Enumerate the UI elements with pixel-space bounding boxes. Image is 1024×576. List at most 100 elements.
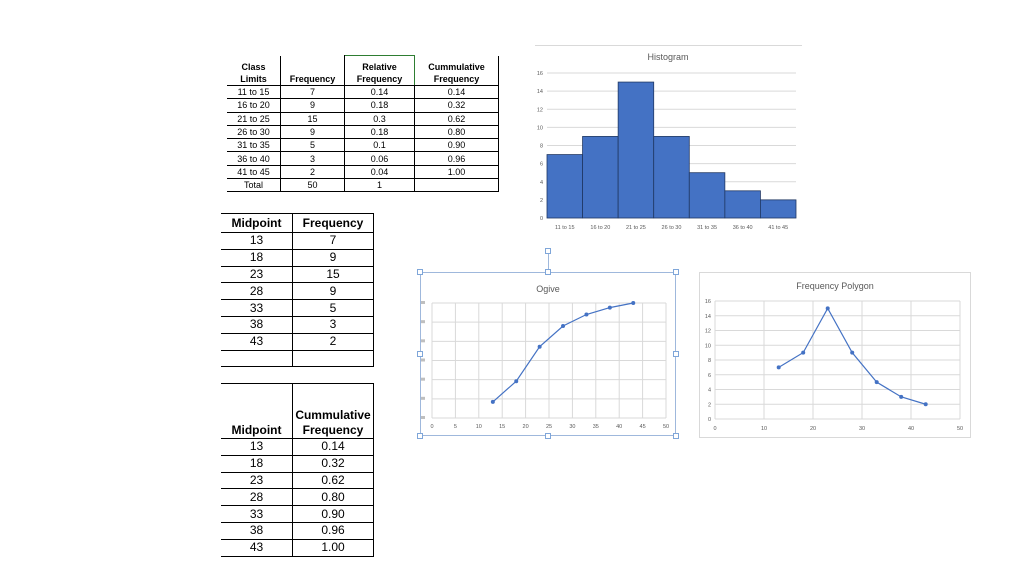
header-class-limits: Class Limits <box>227 55 281 86</box>
table-cell: 7 <box>292 232 374 250</box>
table-cell: 21 to 25 <box>227 111 281 126</box>
table-cell: 31 to 35 <box>227 138 281 153</box>
table-cell: Total <box>227 178 281 193</box>
table-cell: 13 <box>221 232 293 250</box>
table-cell: 0.14 <box>414 84 499 100</box>
y-tick-label-cropped <box>421 396 425 400</box>
table-row: 38 3 <box>221 315 374 334</box>
table-cell: 5 <box>280 138 345 153</box>
table-header-row: Midpoint Cummulative Frequency <box>221 383 374 439</box>
frequency-distribution-table: Class Limits Frequency Relative Frequenc… <box>227 55 499 193</box>
header-relative-frequency[interactable]: Relative Frequency <box>344 55 415 86</box>
table-cell: 26 to 30 <box>227 124 281 140</box>
table-cell: 0.06 <box>344 151 415 166</box>
y-tick-label: 14 <box>537 89 543 95</box>
y-tick-label: 8 <box>708 358 711 364</box>
polygon-point <box>825 306 830 311</box>
table-cell: 41 to 45 <box>227 164 281 180</box>
x-tick-label: 20 <box>810 426 816 432</box>
y-tick-label: 12 <box>705 329 711 335</box>
table-cell: 3 <box>280 151 345 166</box>
polygon-point <box>899 394 904 399</box>
x-tick-label: 21 to 25 <box>626 225 646 231</box>
x-tick-label: 30 <box>859 426 865 432</box>
header-frequency: Frequency <box>292 213 374 233</box>
resize-handle[interactable] <box>417 351 423 357</box>
histogram-bar <box>617 81 655 219</box>
table-row: 38 0.96 <box>221 521 374 540</box>
x-tick-label: 41 to 45 <box>768 225 788 231</box>
table-cell: 9 <box>292 282 374 301</box>
y-tick-label: 14 <box>705 314 711 320</box>
table-cell: 0.96 <box>414 151 499 166</box>
header-midpoint: Midpoint <box>221 213 293 233</box>
table-cell: 0.3 <box>344 111 415 126</box>
table-cell: 0.04 <box>344 164 415 180</box>
ogive-series <box>490 301 636 404</box>
table-cell: 1 <box>344 178 415 193</box>
ogive-point <box>490 399 495 404</box>
table-cell: 3 <box>292 315 374 334</box>
table-row <box>221 349 374 368</box>
histogram-title: Histogram <box>647 52 688 62</box>
polygon-point <box>776 365 781 370</box>
table-cell: 36 to 40 <box>227 151 281 166</box>
rotate-handle[interactable] <box>545 248 551 254</box>
table-row: 43 2 <box>221 332 374 351</box>
histogram-bars <box>546 81 797 219</box>
table-cell: 5 <box>292 299 374 317</box>
table-cell <box>292 349 374 368</box>
resize-handle[interactable] <box>545 269 551 275</box>
table-cell: 33 <box>221 505 293 523</box>
polygon-x-axis: 0 10 20 30 40 50 <box>713 426 963 432</box>
table-row: 31 to 35 5 0.1 0.90 <box>227 138 499 153</box>
resize-handle[interactable] <box>545 433 551 439</box>
x-tick-label: 10 <box>476 424 482 430</box>
x-tick-label: 50 <box>663 424 669 430</box>
table-row: 33 5 <box>221 299 374 317</box>
histogram-y-axis: 0 2 4 6 8 10 12 14 16 <box>537 71 543 222</box>
table-row: 13 0.14 <box>221 438 374 456</box>
table-row: 26 to 30 9 0.18 0.80 <box>227 124 499 140</box>
table-cell: 13 <box>221 438 293 456</box>
table-cell: 23 <box>221 265 293 284</box>
table-cell: 7 <box>280 84 345 100</box>
table-header-row: Class Limits Frequency Relative Frequenc… <box>227 55 499 86</box>
table-cell: 0.14 <box>344 84 415 100</box>
table-cell: 18 <box>221 248 293 267</box>
ogive-point <box>537 344 542 349</box>
resize-handle[interactable] <box>417 269 423 275</box>
y-tick-label-cropped <box>421 339 425 343</box>
y-tick-label: 0 <box>708 417 711 423</box>
ogive-point <box>584 312 589 317</box>
polygon-point <box>850 350 855 355</box>
polygon-y-axis: 0 2 4 6 8 10 12 14 16 <box>705 299 711 423</box>
table-row: 21 to 25 15 0.3 0.62 <box>227 111 499 126</box>
table-cell: 1.00 <box>292 538 374 557</box>
chart-border <box>699 272 971 438</box>
resize-handle[interactable] <box>673 351 679 357</box>
x-tick-label: 30 <box>569 424 575 430</box>
table-cell: 0.32 <box>414 98 499 113</box>
resize-handle[interactable] <box>673 269 679 275</box>
polygon-series <box>776 306 928 407</box>
table-cell: 0.62 <box>292 471 374 490</box>
table-cell: 0.80 <box>414 124 499 140</box>
frequency-polygon-chart[interactable]: Frequency Polygon 0 2 4 6 8 10 12 14 16 0 10 20 30 4… <box>699 272 971 438</box>
polygon-point <box>923 402 928 407</box>
table-cell: 0.80 <box>292 488 374 507</box>
table-cell: 38 <box>221 521 293 540</box>
ogive-x-axis: 0 5 10 15 20 25 30 35 40 45 50 <box>430 424 669 430</box>
histogram-chart[interactable]: Histogram 0 2 4 6 8 10 12 14 16 11 to 15 16 to 20… <box>535 45 802 237</box>
resize-handle[interactable] <box>417 433 423 439</box>
histogram-bar <box>582 136 619 219</box>
table-cell: 11 to 15 <box>227 84 281 100</box>
table-cell: 28 <box>221 282 293 301</box>
x-tick-label: 0 <box>713 426 716 432</box>
y-tick-label: 4 <box>708 388 711 394</box>
histogram-bar <box>760 199 797 219</box>
x-tick-label: 25 <box>546 424 552 430</box>
resize-handle[interactable] <box>673 433 679 439</box>
ogive-y-axis <box>421 301 425 419</box>
ogive-chart[interactable]: Ogive 0 5 10 15 20 25 30 35 40 45 50 <box>420 272 676 436</box>
